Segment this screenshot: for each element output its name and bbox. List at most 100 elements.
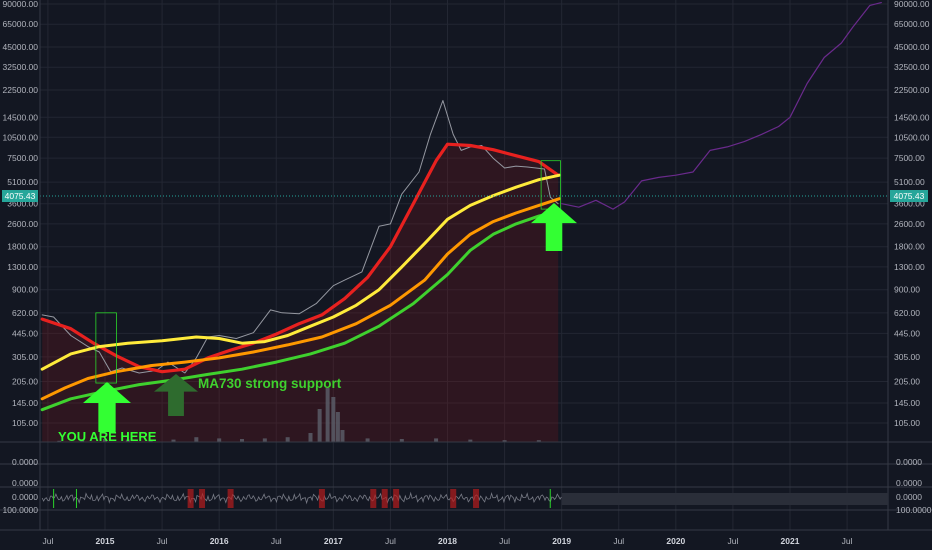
volume-bar	[217, 438, 222, 442]
price-tick-label-left: 205.00	[12, 376, 38, 386]
price-tick-label-right: 900.00	[894, 285, 920, 295]
volume-bar	[536, 440, 541, 442]
volume-bar	[434, 438, 439, 442]
time-tick-label: Jul	[385, 536, 396, 546]
current-price-tag-right	[890, 190, 928, 203]
price-tick-label-right: 7500.00	[894, 153, 925, 163]
price-tick-label-left: 14500.00	[3, 112, 39, 122]
time-tick-label: 2017	[324, 536, 343, 546]
current-price-tag-left	[2, 190, 38, 203]
price-tick-label-right: 2600.00	[894, 219, 925, 229]
sub-panes: 0.0000 0.0000 0.0000 0.0000 100.0000 0.0000 0.…	[0, 441, 932, 515]
volume-bar	[502, 440, 507, 442]
arrows	[83, 203, 577, 432]
price-tick-label-right: 3600.00	[894, 199, 925, 209]
oscillator-signal-bar	[393, 489, 400, 508]
volume-bar	[171, 439, 176, 442]
up-arrow-icon	[83, 382, 131, 432]
shaded-area	[42, 144, 559, 442]
oscillator-signal-bar	[187, 489, 194, 508]
price-tick-label-right: 620.00	[894, 308, 920, 318]
price-tick-label-left: 900.00	[12, 285, 38, 295]
volume-bar	[468, 439, 473, 442]
price-tick-label-left: 32500.00	[3, 62, 39, 72]
price-tick-label-left: 45000.00	[3, 42, 39, 52]
volume-bar	[57, 440, 62, 442]
volume-bar	[317, 409, 322, 442]
price-tick-label-right: 65000.00	[894, 19, 930, 29]
price-tick-label-right: 22500.00	[894, 85, 930, 95]
volume-bar	[285, 437, 290, 442]
current-price-label-left: 4075.43	[5, 191, 36, 201]
time-tick-label: Jul	[499, 536, 510, 546]
price-tick-label-right: 1800.00	[894, 242, 925, 252]
osc-tick-label-left: 0.0000	[12, 492, 38, 502]
series-line-projection	[561, 2, 882, 210]
volume-bar	[308, 433, 313, 442]
osc-tick-label-right: 0.0000	[896, 492, 922, 502]
oscillator-signal-bar	[473, 489, 480, 508]
volume-bar	[194, 437, 199, 442]
time-tick-label: 2015	[96, 536, 115, 546]
time-tick-label: Jul	[157, 536, 168, 546]
up-arrow-icon	[154, 374, 198, 416]
volume-bar	[399, 439, 404, 442]
volume-bar	[325, 388, 330, 442]
price-tick-label-right: 32500.00	[894, 62, 930, 72]
price-tick-label-right: 14500.00	[894, 112, 930, 122]
price-tick-label-left: 22500.00	[3, 85, 39, 95]
time-tick-label: Jul	[271, 536, 282, 546]
price-tick-label-right: 5100.00	[894, 177, 925, 187]
price-tick-label-left: 445.00	[12, 328, 38, 338]
oscillator-signal-bar	[227, 489, 234, 508]
pane-tick-label-right: 0.0000	[896, 457, 922, 467]
oscillator-signal-bar	[318, 489, 325, 508]
price-tick-label-left: 7500.00	[7, 153, 38, 163]
time-tick-label: Jul	[613, 536, 624, 546]
price-tick-label-left: 1300.00	[7, 262, 38, 272]
series-line-green-ma	[40, 209, 561, 412]
price-tick-label-right: 10500.00	[894, 132, 930, 142]
volume-bar	[80, 440, 85, 442]
price-tick-label-left: 5100.00	[7, 177, 38, 187]
price-tick-label-left: 10500.00	[3, 132, 39, 142]
oscillator-band	[561, 493, 888, 505]
price-shade	[42, 144, 559, 442]
price-tick-label-right: 1300.00	[894, 262, 925, 272]
price-tick-label-left: 1800.00	[7, 242, 38, 252]
time-tick-label: Jul	[727, 536, 738, 546]
price-tick-label-left: 620.00	[12, 308, 38, 318]
price-tick-label-left: 3600.00	[7, 199, 38, 209]
series-line-yellow-ma	[40, 173, 561, 371]
volume-bar	[103, 439, 107, 442]
annotation-ma730-support: MA730 strong support	[198, 376, 342, 391]
volume-bar	[340, 430, 345, 442]
annotations: YOU ARE HERE MA730 strong support	[58, 376, 342, 444]
volume-bar	[335, 412, 340, 442]
price-tick-label-right: 45000.00	[894, 42, 930, 52]
price-tick-label-left: 65000.00	[3, 19, 39, 29]
oscillator-signal-bar	[381, 489, 388, 508]
osc-tick-label-right: 0.0000	[896, 478, 922, 488]
series-line-red-ma	[40, 142, 560, 374]
osc-tick-label-right: 100.0000	[896, 505, 932, 515]
time-tick-label: 2018	[438, 536, 457, 546]
price-tick-label-right: 445.00	[894, 328, 920, 338]
price-tick-label-left: 145.00	[12, 398, 38, 408]
price-tick-label-left: 305.00	[12, 352, 38, 362]
annotation-you-are-here: YOU ARE HERE	[58, 429, 157, 444]
volume-bar	[262, 438, 267, 442]
time-tick-label: 2020	[666, 536, 685, 546]
time-tick-label: 2016	[210, 536, 229, 546]
volume-bar	[148, 440, 153, 442]
price-tick-label-left: 2600.00	[7, 219, 38, 229]
volume-bar	[331, 397, 336, 442]
oscillator-signal-bar	[370, 489, 377, 508]
time-tick-label: Jul	[42, 536, 53, 546]
current-price-label-right: 4075.43	[894, 191, 925, 201]
volume-bar	[365, 438, 370, 442]
time-tick-label: 2019	[552, 536, 571, 546]
